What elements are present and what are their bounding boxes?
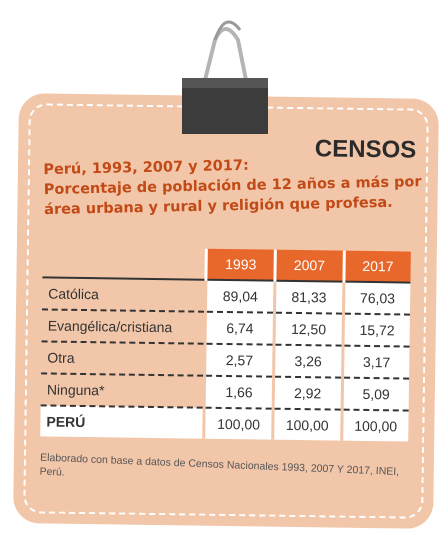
cell-value: 100,00 xyxy=(273,409,342,441)
clip-edge xyxy=(182,78,268,88)
column-header: 1993 xyxy=(206,249,275,281)
row-label: Católica xyxy=(42,277,206,311)
cell-value: 2,57 xyxy=(205,344,274,377)
binder-clip xyxy=(0,0,448,140)
row-label: Evangélica/cristiana xyxy=(42,309,206,343)
row-label: Ninguna* xyxy=(41,373,205,407)
cell-value: 5,09 xyxy=(342,378,409,411)
cell-value: 6,74 xyxy=(205,312,274,345)
corner-cell xyxy=(42,246,206,279)
card: CENSOS Perú, 1993, 2007 y 2017: Porcenta… xyxy=(13,93,439,529)
cell-value: 15,72 xyxy=(343,314,410,347)
page: CENSOS Perú, 1993, 2007 y 2017: Porcenta… xyxy=(0,0,448,535)
cell-value: 100,00 xyxy=(204,408,273,440)
row-label: Otra xyxy=(41,341,205,375)
title: Perú, 1993, 2007 y 2017: Porcentaje de p… xyxy=(43,152,424,220)
cell-value: 3,17 xyxy=(342,346,409,379)
cell-value: 100,00 xyxy=(341,410,408,442)
page-body: CENSOS Perú, 1993, 2007 y 2017: Porcenta… xyxy=(0,0,448,535)
cell-value: 89,04 xyxy=(206,280,275,313)
cell-value: 12,50 xyxy=(274,313,343,346)
cell-value: 3,26 xyxy=(274,345,343,378)
cell-value: 81,33 xyxy=(274,281,343,314)
column-header: 2017 xyxy=(344,251,411,283)
column-header: 2007 xyxy=(275,250,344,282)
cell-value: 1,66 xyxy=(204,376,273,409)
cell-value: 76,03 xyxy=(343,282,410,315)
cell-value: 2,92 xyxy=(273,377,342,410)
row-label: PERÚ xyxy=(40,405,204,438)
